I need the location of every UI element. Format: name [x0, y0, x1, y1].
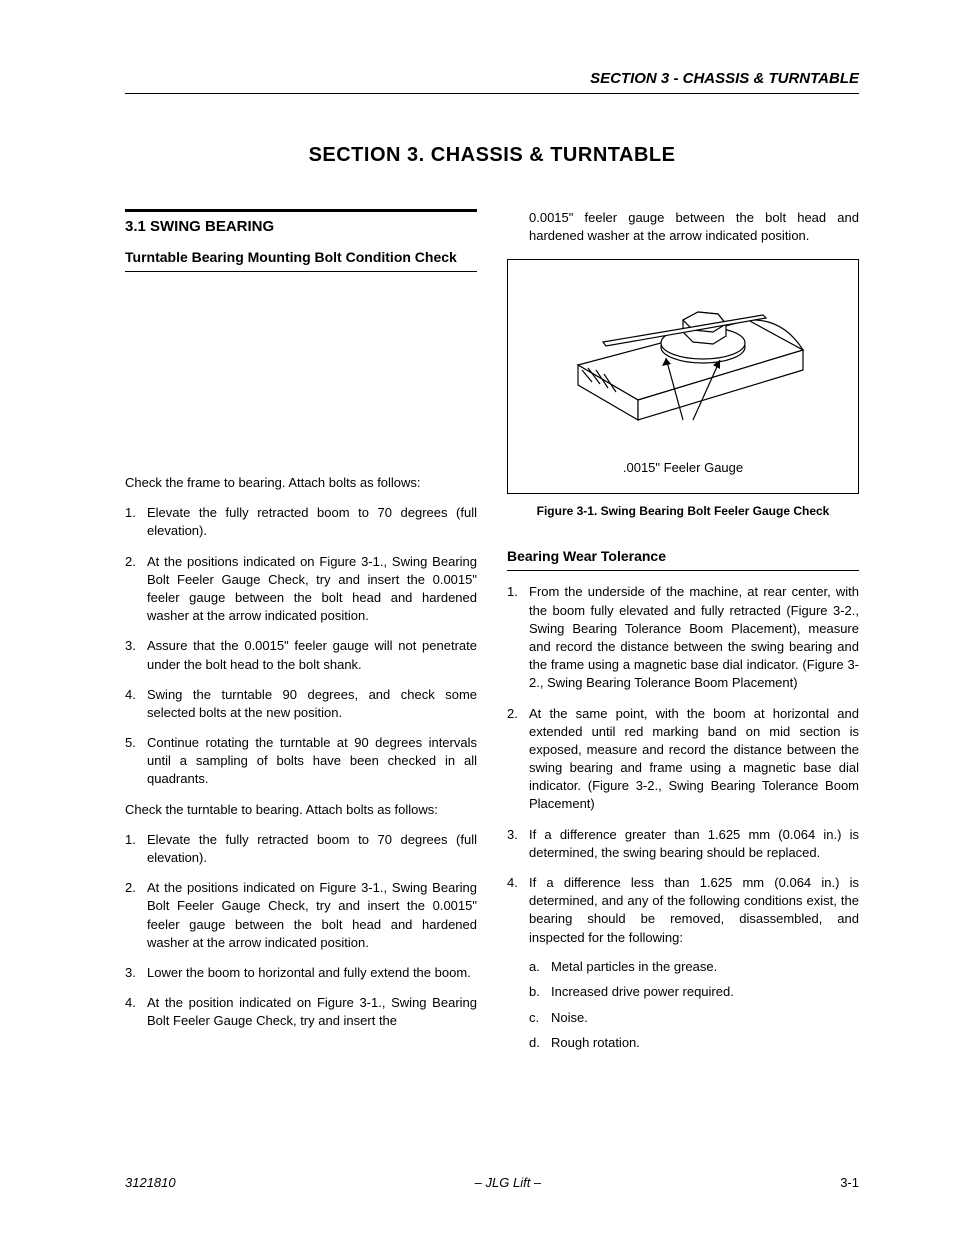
thick-rule — [125, 209, 477, 212]
list-item-text: Increased drive power required. — [551, 984, 734, 999]
list-item: 1.From the underside of the machine, at … — [529, 583, 859, 692]
feeler-gauge-diagram — [548, 270, 818, 445]
list-item: 5.Continue rotating the turntable at 90 … — [147, 734, 477, 789]
list-item-text: At the positions indicated on Figure 3-1… — [147, 554, 477, 624]
list-item-text: If a difference less than 1.625 mm (0.06… — [529, 875, 859, 945]
procedure-list-3: 1.From the underside of the machine, at … — [507, 583, 859, 1052]
footer-page-number: 3-1 — [840, 1175, 859, 1190]
thin-rule — [507, 570, 859, 571]
figure-box: .0015" Feeler Gauge — [507, 259, 859, 494]
list-item: d.Rough rotation. — [551, 1033, 859, 1053]
figure-caption: Figure 3-1. Swing Bearing Bolt Feeler Ga… — [507, 504, 859, 518]
two-column-layout: 3.1 SWING BEARING Turntable Bearing Moun… — [125, 209, 859, 1065]
header-rule — [125, 93, 859, 94]
list-item: 1.Elevate the fully retracted boom to 70… — [147, 504, 477, 540]
page-footer: 3121810 – JLG Lift – 3-1 — [125, 1175, 859, 1190]
list-item-text: Assure that the 0.0015" feeler gauge wil… — [147, 638, 477, 671]
intro-paragraph-1: Check the frame to bearing. Attach bolts… — [125, 474, 477, 492]
procedure-list-1: 1.Elevate the fully retracted boom to 70… — [125, 504, 477, 788]
section-title: SECTION 3. CHASSIS & TURNTABLE — [125, 144, 859, 167]
list-item: c.Noise. — [551, 1008, 859, 1028]
list-item: 3.Assure that the 0.0015" feeler gauge w… — [147, 637, 477, 673]
list-item: a.Metal particles in the grease. — [551, 957, 859, 977]
continuation-text: 0.0015" feeler gauge between the bolt he… — [507, 209, 859, 245]
list-item: 4.If a difference less than 1.625 mm (0.… — [529, 874, 859, 1053]
list-item: 3.Lower the boom to horizontal and fully… — [147, 964, 477, 982]
list-item: 4.At the position indicated on Figure 3-… — [147, 994, 477, 1030]
list-item: 3.If a difference greater than 1.625 mm … — [529, 826, 859, 862]
intro-paragraph-2: Check the turntable to bearing. Attach b… — [125, 801, 477, 819]
list-item-text: At the positions indicated on Figure 3-1… — [147, 880, 477, 950]
list-item-text: Noise. — [551, 1010, 588, 1025]
section-number-heading: 3.1 SWING BEARING — [125, 218, 477, 235]
list-item: 4.Swing the turntable 90 degrees, and ch… — [147, 686, 477, 722]
sub-list: a.Metal particles in the grease. b.Incre… — [529, 957, 859, 1053]
list-item: b.Increased drive power required. — [551, 982, 859, 1002]
subsection-heading: Turntable Bearing Mounting Bolt Conditio… — [125, 249, 477, 265]
list-item-text: Continue rotating the turntable at 90 de… — [147, 735, 477, 786]
list-item-text: Elevate the fully retracted boom to 70 d… — [147, 832, 477, 865]
list-item: 2.At the same point, with the boom at ho… — [529, 705, 859, 814]
list-item-text: Lower the boom to horizontal and fully e… — [147, 965, 471, 980]
list-item-text: At the same point, with the boom at hori… — [529, 706, 859, 812]
list-item-text: Swing the turntable 90 degrees, and chec… — [147, 687, 477, 720]
list-item: 2.At the positions indicated on Figure 3… — [147, 553, 477, 626]
list-item: 2.At the positions indicated on Figure 3… — [147, 879, 477, 952]
list-item-text: Elevate the fully retracted boom to 70 d… — [147, 505, 477, 538]
subsection-heading-2: Bearing Wear Tolerance — [507, 548, 859, 564]
list-item-text: Metal particles in the grease. — [551, 959, 717, 974]
blank-space — [125, 284, 477, 474]
procedure-list-2: 1.Elevate the fully retracted boom to 70… — [125, 831, 477, 1031]
list-item-text: Rough rotation. — [551, 1035, 640, 1050]
list-item: 1.Elevate the fully retracted boom to 70… — [147, 831, 477, 867]
left-column: 3.1 SWING BEARING Turntable Bearing Moun… — [125, 209, 477, 1065]
thin-rule — [125, 271, 477, 272]
list-item-text: At the position indicated on Figure 3-1.… — [147, 995, 477, 1028]
footer-doc-number: 3121810 — [125, 1175, 176, 1190]
right-column: 0.0015" feeler gauge between the bolt he… — [507, 209, 859, 1065]
list-item-text: If a difference greater than 1.625 mm (0… — [529, 827, 859, 860]
page: SECTION 3 - CHASSIS & TURNTABLE SECTION … — [0, 0, 954, 1235]
footer-center-text: – JLG Lift – — [475, 1175, 541, 1190]
list-item-text: From the underside of the machine, at re… — [529, 584, 859, 690]
running-header: SECTION 3 - CHASSIS & TURNTABLE — [125, 70, 859, 87]
figure-inside-caption: .0015" Feeler Gauge — [508, 460, 858, 475]
